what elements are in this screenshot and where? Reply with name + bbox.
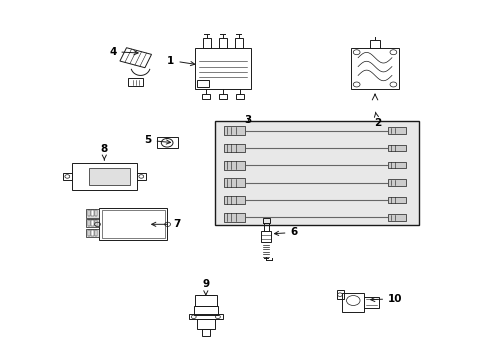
Bar xyxy=(72,163,137,190)
Bar xyxy=(86,219,99,228)
Bar xyxy=(91,211,94,216)
Text: 7: 7 xyxy=(151,219,180,229)
Bar xyxy=(387,145,406,151)
Bar xyxy=(387,127,406,134)
Bar xyxy=(224,161,244,170)
Bar xyxy=(91,230,94,236)
Text: 5: 5 xyxy=(144,135,170,145)
Bar xyxy=(219,38,226,48)
Bar xyxy=(195,295,216,306)
Bar xyxy=(88,168,129,185)
Bar xyxy=(224,144,244,152)
Bar xyxy=(387,214,406,221)
Bar xyxy=(95,220,97,226)
Text: 3: 3 xyxy=(244,115,251,125)
Bar xyxy=(224,213,244,222)
Bar xyxy=(202,329,209,336)
Text: 6: 6 xyxy=(274,228,297,238)
Bar xyxy=(219,94,226,99)
Bar xyxy=(364,297,378,308)
Bar xyxy=(195,48,250,89)
Bar xyxy=(369,40,380,48)
Bar xyxy=(88,230,90,236)
Bar xyxy=(88,211,90,216)
Bar xyxy=(387,197,406,203)
Bar xyxy=(234,38,242,48)
Bar xyxy=(86,209,99,217)
Bar xyxy=(224,196,244,204)
Bar xyxy=(197,319,214,329)
Bar xyxy=(350,48,398,89)
Bar xyxy=(342,293,364,312)
Bar xyxy=(197,80,209,87)
Text: 8: 8 xyxy=(101,144,108,160)
Text: 1: 1 xyxy=(167,55,194,66)
Bar xyxy=(88,220,90,226)
Bar xyxy=(263,218,269,222)
Bar xyxy=(387,162,406,168)
Text: 2: 2 xyxy=(373,112,380,127)
Bar xyxy=(261,231,270,242)
Bar xyxy=(224,179,244,187)
Bar xyxy=(202,94,209,99)
Bar xyxy=(235,94,243,99)
Bar xyxy=(224,126,244,135)
Bar xyxy=(387,180,406,186)
Bar xyxy=(188,314,223,319)
Bar xyxy=(95,211,97,216)
Bar xyxy=(193,306,218,315)
Text: 10: 10 xyxy=(370,294,402,304)
Bar xyxy=(99,208,167,240)
Bar xyxy=(128,78,142,86)
Bar xyxy=(91,220,94,226)
Bar xyxy=(336,290,343,299)
Bar xyxy=(203,38,210,48)
Bar xyxy=(95,230,97,236)
Text: 4: 4 xyxy=(109,47,138,57)
Bar xyxy=(63,173,72,180)
Bar xyxy=(264,222,268,231)
Bar xyxy=(215,121,418,225)
Bar xyxy=(137,173,145,180)
Text: 9: 9 xyxy=(202,279,209,295)
Bar xyxy=(156,137,178,148)
Bar xyxy=(86,229,99,238)
Bar xyxy=(102,210,164,238)
